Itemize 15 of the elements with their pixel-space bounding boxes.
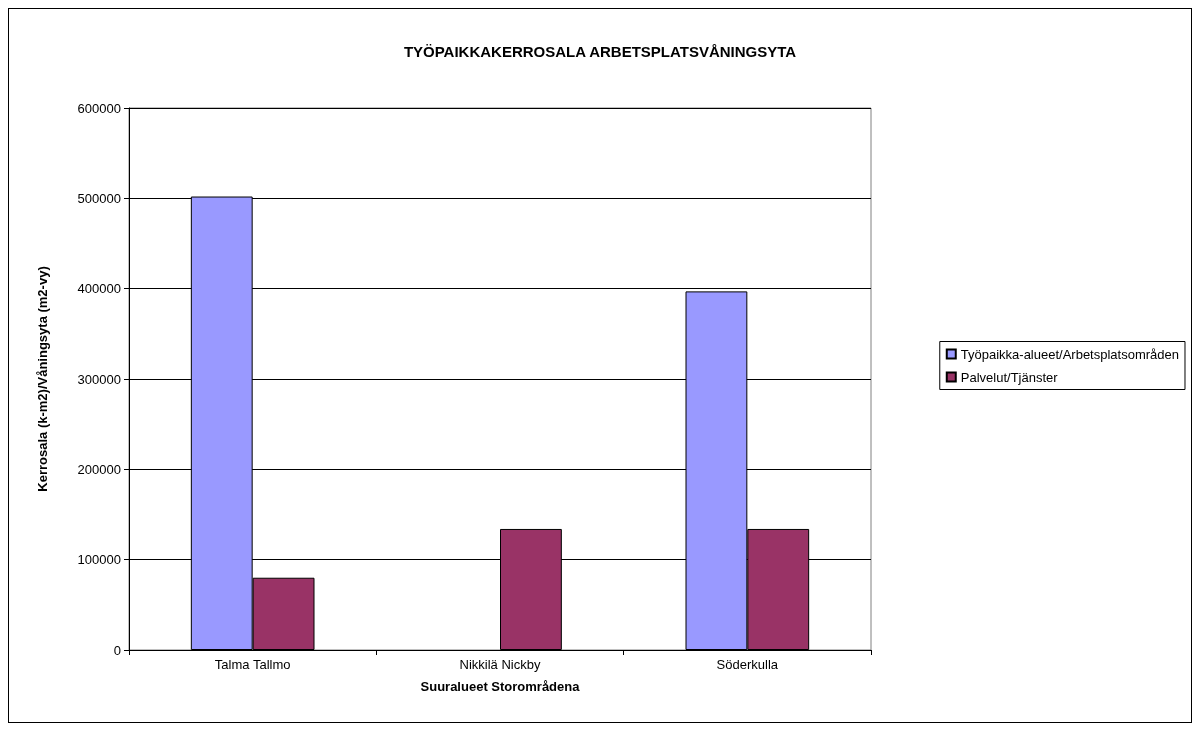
legend-label: Työpaikka-alueet/Arbetsplatsområden [960,346,1179,362]
x-axis-title: Suuralueet Storområdena [420,679,581,694]
y-tick-label: 600000 [77,100,121,116]
x-tick-label: Söderkulla [716,657,779,672]
legend-label: Palvelut/Tjänster [960,369,1059,385]
y-tick-label: 0 [113,642,121,658]
y-tick-label: 200000 [77,461,121,477]
y-axis-title: Kerrosala (k-m2)/Våningsyta (m2-vy) [35,266,50,492]
x-tick-label: Talma Tallmo [214,657,291,672]
chart-title: TYÖPAIKKAKERROSALA ARBETSPLATSVÅNINGSYTA [403,43,797,60]
y-tick-label: 500000 [77,190,121,206]
y-tick-label: 300000 [77,371,121,387]
y-tick-label: 400000 [77,281,121,297]
y-tick-label: 100000 [77,552,121,568]
x-tick-label: Nikkilä Nickby [459,657,541,672]
